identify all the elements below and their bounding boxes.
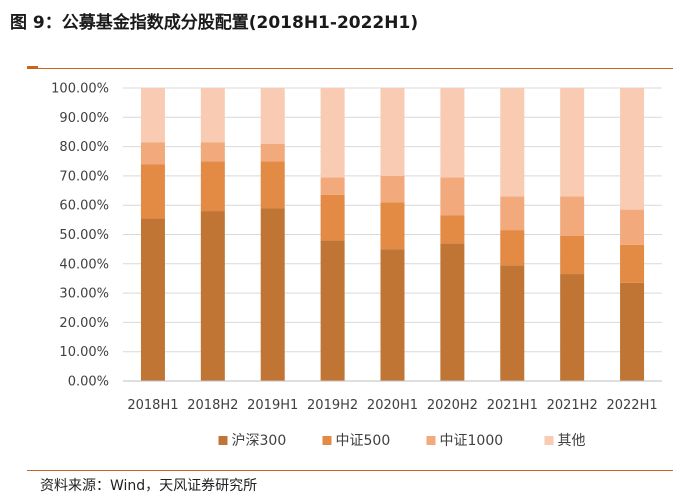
- x-tick-label: 2020H2: [427, 398, 478, 413]
- y-tick-label: 50.00%: [59, 228, 109, 243]
- bar-segment: [200, 211, 225, 381]
- bar-segment: [500, 230, 525, 266]
- y-tick-label: 20.00%: [59, 316, 109, 331]
- bar-segment: [200, 142, 225, 162]
- bar-segment: [620, 209, 645, 245]
- legend-label: 其他: [558, 433, 586, 449]
- bar-segment: [320, 240, 345, 381]
- x-axis-ticks: 2018H1 2018H2 2019H1 2019H2 2020H1 2020H2 2021…: [127, 398, 657, 413]
- y-tick-label: 90.00%: [59, 111, 109, 126]
- legend-label: 中证500: [336, 433, 391, 449]
- bar-segment: [380, 249, 405, 381]
- bar-segment: [620, 88, 645, 210]
- y-axis-ticks: 0.00% 10.00% 20.00% 30.00% 40.00% 50.00% 60.00…: [51, 82, 109, 390]
- y-tick-label: 40.00%: [59, 257, 109, 272]
- bar-segment: [380, 175, 405, 203]
- bar-segment: [500, 265, 525, 381]
- x-tick-label: 2021H1: [487, 398, 538, 413]
- legend-label: 沪深300: [232, 433, 287, 449]
- bar-segment: [260, 88, 285, 144]
- bar-segment: [140, 88, 165, 143]
- y-tick-label: 80.00%: [59, 140, 109, 155]
- bar-segment: [380, 202, 405, 250]
- legend-swatch: [218, 436, 228, 445]
- bar-segment: [560, 274, 585, 381]
- x-tick-label: 2019H1: [247, 398, 298, 413]
- x-tick-label: 2018H1: [127, 398, 178, 413]
- bar-segment: [140, 164, 165, 219]
- y-tick-label: 100.00%: [51, 82, 109, 97]
- x-tick-label: 2018H2: [187, 398, 238, 413]
- bar-segment: [620, 244, 645, 283]
- x-tick-label: 2019H2: [307, 398, 358, 413]
- bar-segment: [560, 196, 585, 236]
- bar-segment: [320, 194, 345, 241]
- bar-segment: [500, 196, 525, 231]
- legend-swatch: [426, 436, 436, 445]
- legend-swatch: [322, 436, 332, 445]
- legend: 沪深300 中证500 中证1000 其他: [218, 433, 586, 449]
- source-note: 资料来源：Wind，天风证券研究所: [40, 478, 258, 494]
- y-tick-label: 30.00%: [59, 287, 109, 302]
- bars: [140, 88, 645, 381]
- y-tick-label: 10.00%: [59, 345, 109, 360]
- x-tick-label: 2022H1: [606, 398, 657, 413]
- bar-segment: [140, 142, 165, 165]
- bar-segment: [560, 235, 585, 275]
- y-tick-label: 70.00%: [59, 169, 109, 184]
- legend-label: 中证1000: [440, 433, 504, 449]
- bar-segment: [200, 161, 225, 212]
- bar-segment: [320, 88, 345, 178]
- bar-segment: [260, 143, 285, 162]
- bar-segment: [560, 88, 585, 197]
- bar-segment: [320, 177, 345, 195]
- bar-segment: [440, 177, 465, 216]
- y-tick-label: 0.00%: [68, 375, 109, 390]
- x-tick-label: 2021H2: [547, 398, 598, 413]
- title-rule-accent: [27, 66, 38, 69]
- bar-segment: [440, 88, 465, 178]
- bar-segment: [260, 161, 285, 209]
- legend-swatch: [544, 436, 554, 445]
- x-tick-label: 2020H1: [367, 398, 418, 413]
- stacked-bar-chart: 0.00% 10.00% 20.00% 30.00% 40.00% 50.00% 60.00…: [51, 82, 662, 449]
- bar-segment: [440, 215, 465, 244]
- bar-segment: [440, 243, 465, 381]
- bar-segment: [140, 218, 165, 381]
- bar-segment: [620, 282, 645, 381]
- y-tick-label: 60.00%: [59, 199, 109, 214]
- bar-segment: [200, 88, 225, 143]
- bar-segment: [260, 208, 285, 381]
- title-rule: [27, 68, 673, 69]
- figure-title: 图 9：公募基金指数成分股配置(2018H1-2022H1): [10, 13, 419, 33]
- bar-segment: [500, 88, 525, 197]
- source-rule: [27, 470, 673, 471]
- bar-segment: [380, 88, 405, 176]
